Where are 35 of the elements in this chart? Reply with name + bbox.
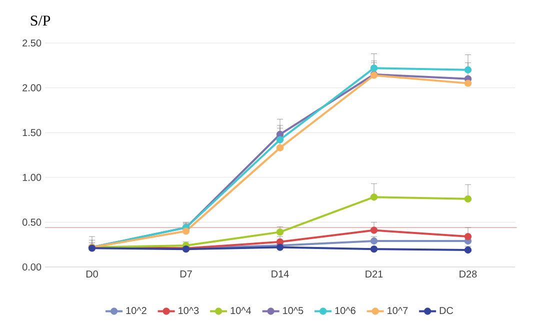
legend-label: 10^2 bbox=[126, 307, 146, 314]
x-tick-label: D0 bbox=[86, 270, 98, 278]
point bbox=[464, 195, 472, 202]
legend-label: 10^5 bbox=[283, 307, 304, 314]
point bbox=[182, 228, 190, 235]
point bbox=[276, 130, 284, 138]
legend-label: 10^7 bbox=[388, 307, 408, 314]
y-tick-label: 1.50 bbox=[22, 129, 42, 136]
point bbox=[276, 228, 284, 236]
point bbox=[370, 64, 378, 72]
y-tick-label: 0.00 bbox=[22, 263, 42, 271]
point bbox=[370, 237, 378, 245]
point bbox=[370, 194, 378, 201]
legend-label: 10^4 bbox=[230, 307, 252, 314]
x-tick-label: D28 bbox=[460, 270, 477, 278]
point bbox=[276, 238, 284, 246]
legend-label: 10^6 bbox=[335, 307, 356, 314]
x-tick-label: D7 bbox=[180, 270, 192, 278]
y-tick-label: 0.50 bbox=[22, 218, 42, 226]
point bbox=[464, 80, 472, 87]
point bbox=[370, 226, 378, 234]
x-tick-label: D21 bbox=[366, 270, 383, 278]
y-tick-label: 1.00 bbox=[22, 174, 42, 181]
y-tick-label: 2.00 bbox=[22, 84, 42, 92]
point bbox=[370, 245, 378, 253]
y-axis-title: S/P bbox=[30, 16, 50, 26]
x-tick-label: D14 bbox=[272, 270, 289, 278]
legend-label: 10^3 bbox=[178, 307, 199, 314]
point bbox=[276, 144, 284, 152]
point bbox=[276, 136, 284, 144]
legend-label: DC bbox=[440, 307, 454, 314]
point bbox=[464, 246, 472, 254]
point bbox=[464, 232, 472, 240]
point bbox=[464, 66, 472, 74]
y-tick-label: 2.50 bbox=[22, 39, 42, 47]
